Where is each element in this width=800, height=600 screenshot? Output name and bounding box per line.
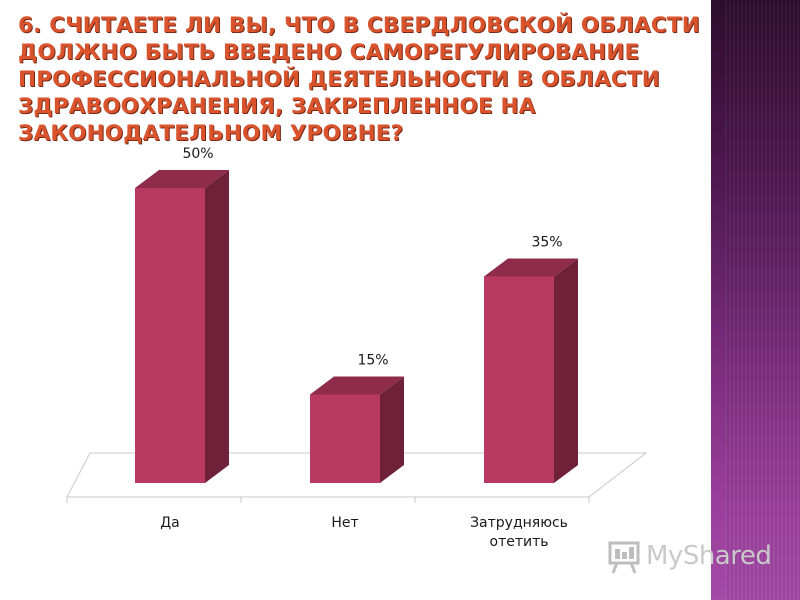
bar-top xyxy=(310,376,404,395)
watermark: MyShared xyxy=(606,537,772,577)
chart-labels: 50% Да 15% Нет 35% Затрудняюсь отетить xyxy=(160,146,568,550)
data-label: 50% xyxy=(182,146,213,162)
category-label: Нет xyxy=(331,515,358,531)
bar-1 xyxy=(135,170,229,483)
data-label: 15% xyxy=(357,353,388,369)
bar-chart: 50% Да 15% Нет 35% Затрудняюсь отетить xyxy=(66,146,648,550)
bar-top xyxy=(135,170,229,188)
watermark-text: MyShared xyxy=(646,541,772,571)
category-label: Затрудняюсь отетить xyxy=(470,515,568,550)
bar-side xyxy=(380,376,404,483)
data-label: 35% xyxy=(531,235,562,251)
category-label: Да xyxy=(160,515,180,531)
bar-front xyxy=(310,394,380,483)
bar-top xyxy=(484,258,578,277)
bar-side xyxy=(205,170,229,483)
slide-title: 6. Считаете ли Вы, что в Свердловской об… xyxy=(18,13,700,146)
bar-2 xyxy=(310,376,404,483)
bar-3 xyxy=(484,258,578,483)
bar-front xyxy=(484,276,554,483)
bar-front xyxy=(135,188,205,483)
presentation-board-icon xyxy=(608,541,640,574)
chart-bars xyxy=(135,170,578,483)
bar-side xyxy=(554,258,578,483)
decorative-side-band xyxy=(711,0,800,600)
